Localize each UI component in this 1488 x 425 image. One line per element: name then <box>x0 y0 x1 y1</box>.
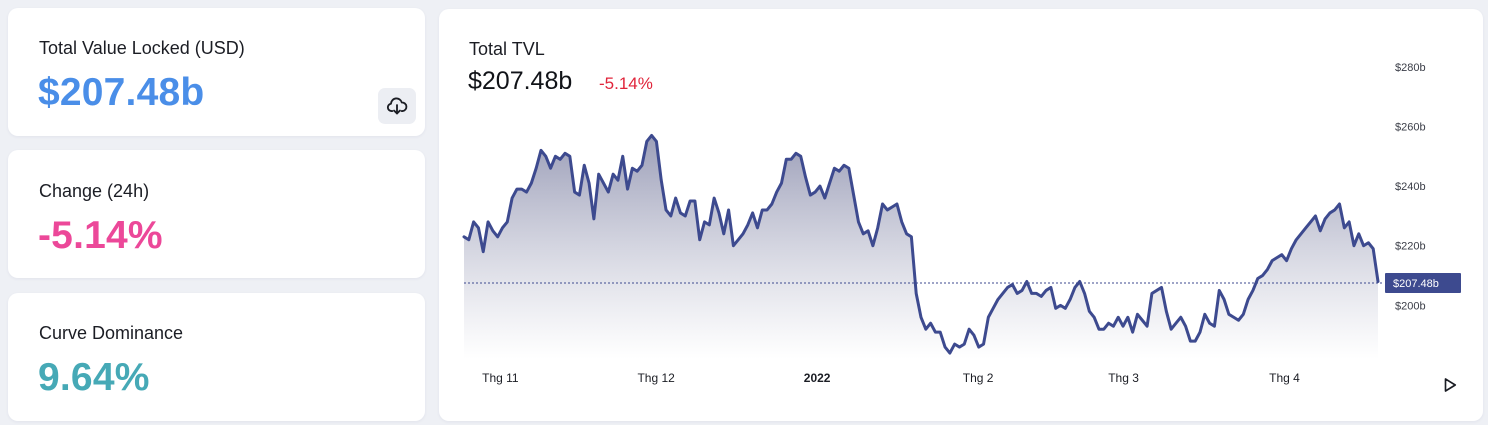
x-tick-label: 2022 <box>804 371 831 385</box>
y-tick-label: $280b <box>1395 62 1426 74</box>
x-tick-label: Thg 4 <box>1269 371 1300 385</box>
tvl-line-series <box>462 133 1380 355</box>
cloud-download-icon <box>386 97 408 115</box>
current-value-tag: $207.48b <box>1385 273 1461 294</box>
x-tick-label: Thg 11 <box>482 371 519 385</box>
tvl-value: $207.48b <box>38 71 205 114</box>
play-icon <box>1444 378 1457 392</box>
x-tick-label: Thg 2 <box>963 371 994 385</box>
chart-change: -5.14% <box>599 74 653 93</box>
dominance-value: 9.64% <box>38 356 150 399</box>
change-value: -5.14% <box>38 214 163 257</box>
tvl-area-fill <box>464 135 1378 359</box>
tvl-card: Total Value Locked (USD) $207.48b <box>8 8 425 136</box>
change-card: Change (24h) -5.14% <box>8 150 425 278</box>
y-tick-label: $240b <box>1395 181 1426 193</box>
dominance-label: Curve Dominance <box>39 323 184 343</box>
y-tick-label: $220b <box>1395 241 1426 253</box>
chart-title: Total TVL <box>469 39 545 59</box>
y-tick-label: $260b <box>1395 122 1426 134</box>
x-tick-label: Thg 3 <box>1108 371 1139 385</box>
current-value-label: $207.48b <box>1393 278 1439 290</box>
change-label: Change (24h) <box>39 181 150 201</box>
y-tick-label: $200b <box>1395 300 1426 312</box>
x-tick-label: Thg 12 <box>637 371 675 385</box>
tvl-chart-card: Total TVL $207.48b -5.14% $200b $220b $240… <box>439 9 1483 421</box>
download-button[interactable] <box>378 88 416 124</box>
tvl-area-chart[interactable]: $200b $220b $240b $260b $280b Thg 11 Thg 12 20… <box>439 9 1483 421</box>
chart-value: $207.48b <box>468 67 573 95</box>
tvl-label: Total Value Locked (USD) <box>39 38 245 58</box>
dominance-card: Curve Dominance 9.64% <box>8 293 425 421</box>
play-button[interactable] <box>1438 373 1462 397</box>
